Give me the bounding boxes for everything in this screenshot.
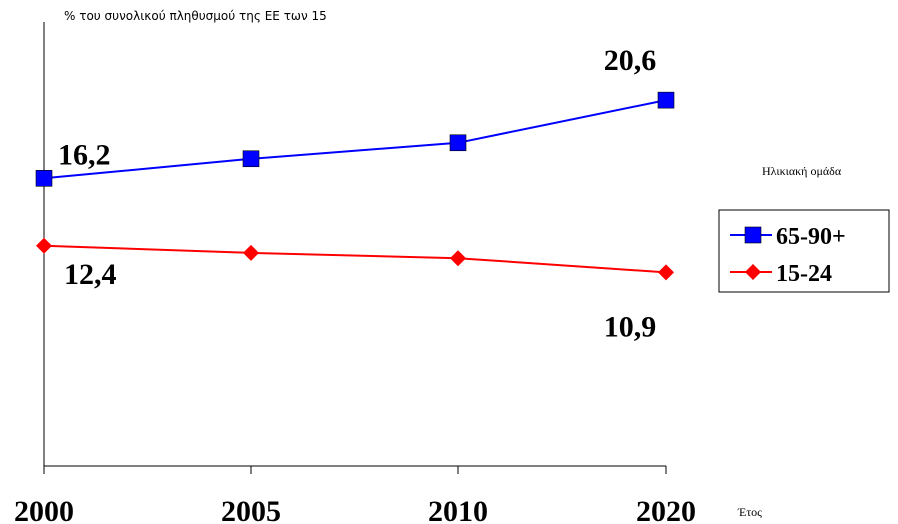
chart-title: % του συνολικού πληθυσμού της ΕΕ των 15 <box>64 9 327 23</box>
legend: 65-90+ 15-24 <box>730 224 846 287</box>
data-point <box>449 134 467 152</box>
legend-label: 65-90+ <box>776 224 846 250</box>
x-tick-label: 2010 <box>428 495 488 524</box>
data-labels: 16,2 20,6 12,4 10,9 <box>58 44 656 343</box>
data-label: 12,4 <box>64 258 117 291</box>
data-point <box>658 264 674 281</box>
data-label: 20,6 <box>604 44 657 77</box>
series-layer <box>35 91 675 281</box>
legend-title: Ηλικιακή ομάδα <box>762 164 842 178</box>
data-point <box>36 237 52 254</box>
legend-marker <box>744 226 762 244</box>
data-point <box>657 91 675 109</box>
x-tick-label: 2020 <box>636 495 696 524</box>
x-ticks: 2000 2005 2010 2020 <box>14 466 696 524</box>
data-point <box>450 250 466 267</box>
x-tick-label: 2005 <box>221 495 281 524</box>
legend-marker <box>745 264 761 280</box>
x-axis-label: Έτος <box>737 505 762 519</box>
data-point <box>35 169 53 187</box>
data-point <box>243 244 259 261</box>
series-line <box>43 244 667 274</box>
data-label: 16,2 <box>58 138 111 171</box>
series-line <box>43 99 667 180</box>
legend-label: 15-24 <box>776 261 832 287</box>
legend-box <box>718 209 890 293</box>
data-point <box>242 150 260 168</box>
x-tick-label: 2000 <box>14 495 74 524</box>
data-label: 10,9 <box>604 310 657 343</box>
